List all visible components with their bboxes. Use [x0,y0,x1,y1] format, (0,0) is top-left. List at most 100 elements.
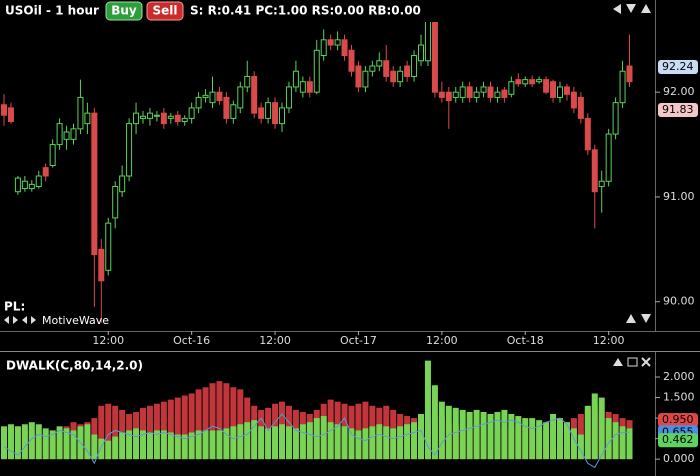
indicator-bar [202,430,209,460]
stats: S: R:0.41 PC:1.00 RS:0.00 RB:0.00 [190,4,421,18]
ind-close[interactable] [641,357,651,367]
indicator-bar [605,418,612,460]
candle-body [146,112,153,119]
candle-body [258,107,265,119]
indicator-bar [334,424,341,460]
candle-body [452,91,459,98]
value-tag [658,433,698,448]
panel-controls[interactable] [613,4,651,367]
x-tick-label: 12:00 [92,334,124,347]
indicator-bar [459,409,466,460]
indicator-bar [473,409,480,460]
candle-body [334,39,341,46]
sell-label[interactable]: Sell [152,4,177,18]
pan-arrows[interactable] [4,316,36,324]
candle-body [459,86,466,98]
candle-body [473,91,480,98]
candle-body [327,39,334,46]
zoom-in[interactable] [626,314,636,323]
indicator-bar [404,424,411,460]
candle-body [501,89,508,98]
candle-body [341,39,348,57]
candle-body [119,175,126,193]
value-tag-label: 0.462 [662,433,694,446]
indicator-bar [112,405,119,460]
indicator-bar [584,405,591,460]
indicator-bar [21,424,28,460]
candle-body [1,104,7,116]
indicator-bar [63,428,70,460]
indicator-bar [14,426,21,460]
pan-right-2[interactable] [31,316,36,324]
indicator-bar [341,426,348,460]
indicator-bar [195,430,202,460]
sell-button[interactable] [146,1,184,21]
indicator-bar [369,426,376,460]
candle-body [362,70,369,88]
indicator-bar [292,428,299,460]
indicator-bar [383,426,390,460]
pan-left-2[interactable] [22,316,27,324]
candle-body [230,104,237,119]
indicator-bar [230,387,237,460]
candle-body [265,102,272,119]
candle-body [466,86,473,98]
buy-button[interactable] [105,1,143,21]
candle-body [626,65,633,83]
indicator-bar [445,405,452,460]
x-tick-label: 12:00 [426,334,458,347]
y-tick-label: 92.00 [663,85,695,98]
indicator-bar [390,428,397,460]
value-tag [658,413,698,428]
indicator-bar [174,397,181,460]
indicator-bar [98,438,105,460]
candle-body [480,86,487,93]
pan-right[interactable] [13,316,18,324]
candle-body [320,39,327,57]
candle-body [313,49,320,93]
value-tag-label: 0.950 [662,413,694,426]
indicator-bar [216,381,223,460]
indicator-bar [487,414,494,460]
scroll-down[interactable] [626,4,636,13]
candle-body [376,60,383,67]
ind-up[interactable] [613,358,623,366]
indicator-bar [140,430,146,460]
ind-maximize[interactable] [627,357,638,367]
scroll-left[interactable] [613,4,621,14]
candle-body [563,86,570,95]
indicator-bar [160,430,167,460]
candle-body [529,79,536,85]
candle-body [299,81,306,93]
indicator-bar [577,434,584,460]
indicator-bar [327,422,334,460]
indicator-bar [42,428,49,460]
pan-left[interactable] [4,316,9,324]
buy-label[interactable]: Buy [111,4,137,18]
candle-body [612,102,619,135]
indicator-bar [167,432,174,460]
candle-body [21,180,28,190]
zoom-out[interactable] [641,314,651,323]
indicator-bar [209,430,216,460]
indicator-bar [223,428,230,460]
indicator-bar [452,407,459,460]
indicator-bar [299,424,306,460]
indicator-bar [153,430,160,460]
candle-body [84,112,91,125]
indicator-bar [28,422,35,460]
indicator-bar [272,426,279,460]
brand: MotiveWave [42,314,109,327]
symbol-title: USOil - 1 hour [5,4,99,18]
indicator-bar [543,422,550,460]
indicator-bar [313,418,320,460]
indicator-bar [181,395,188,460]
candle-body [369,65,376,72]
indicator-bar [91,434,98,460]
indicator-bar [126,430,133,460]
indicator-bar [557,418,563,460]
candle-body [126,123,133,177]
indicator-bar [56,426,63,460]
scroll-up[interactable] [641,4,651,13]
